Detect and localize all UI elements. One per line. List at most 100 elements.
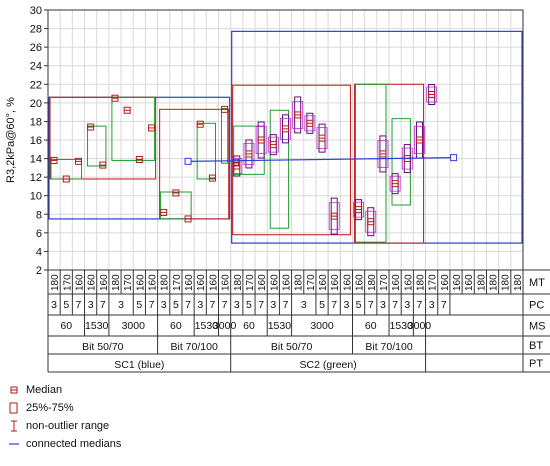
mt-label: 160 xyxy=(184,274,195,291)
y-tick-label: 10 xyxy=(30,191,42,203)
whisker-icon xyxy=(8,420,20,432)
iqr-box xyxy=(304,115,316,132)
category-label: 5 xyxy=(136,299,142,311)
category-label: 7 xyxy=(149,299,155,311)
mt-label: 160 xyxy=(74,274,85,291)
mt-label: 160 xyxy=(464,274,475,291)
category-label: SC1 (blue) xyxy=(114,359,164,371)
category-label: Bit 70/100 xyxy=(365,341,412,353)
category-label: 7 xyxy=(210,299,216,311)
category-label: 3 xyxy=(88,299,94,311)
mt-label: 160 xyxy=(318,274,329,291)
ms-box xyxy=(269,109,290,229)
legend-item-whisker: non-outlier range xyxy=(8,419,109,433)
category-label: 3000 xyxy=(310,320,334,332)
iqr-box xyxy=(231,158,243,174)
category-label: 3 xyxy=(197,299,203,311)
bitumen-box xyxy=(49,96,157,180)
category-label: 1530 xyxy=(268,320,292,332)
iqr-box xyxy=(255,126,267,154)
category-label: 3 xyxy=(404,299,410,311)
mt-label: 170 xyxy=(428,274,439,291)
mt-label: 170 xyxy=(245,274,256,291)
y-tick-label: 16 xyxy=(30,135,42,147)
mt-label: 160 xyxy=(208,274,219,291)
mt-label: 160 xyxy=(282,274,293,291)
legend-item-connected: connected medians xyxy=(8,437,121,451)
category-label: Bit 50/70 xyxy=(271,341,313,353)
category-label: 3000 xyxy=(122,320,146,332)
category-label: 60 xyxy=(170,320,182,332)
line-icon xyxy=(8,438,20,450)
category-label: 7 xyxy=(76,299,82,311)
mt-label: 160 xyxy=(355,274,366,291)
legend-item-box: 25%-75% xyxy=(8,401,74,415)
y-tick-label: 14 xyxy=(30,154,42,166)
mt-label: 180 xyxy=(160,274,171,291)
category-label: 3 xyxy=(234,299,240,311)
y-tick-label: 20 xyxy=(30,98,42,110)
row-label: MT xyxy=(529,277,545,289)
mt-label: 180 xyxy=(367,274,378,291)
category-label: 3 xyxy=(301,299,307,311)
category-label: 7 xyxy=(222,299,228,311)
category-label: Bit 50/70 xyxy=(82,341,124,353)
connected-median-point xyxy=(184,157,192,165)
mt-label: 160 xyxy=(148,274,159,291)
mt-label: 180 xyxy=(513,274,524,291)
ms-box xyxy=(221,107,229,164)
mt-label: 160 xyxy=(87,274,98,291)
legend-label: connected medians xyxy=(26,438,122,450)
mt-label: 160 xyxy=(342,274,353,291)
ms-box xyxy=(196,122,217,180)
legend-label: 25%-75% xyxy=(26,402,74,414)
mt-label: 180 xyxy=(233,274,244,291)
bitumen-box xyxy=(353,83,425,244)
mt-label: 160 xyxy=(99,274,110,291)
mt-label: 160 xyxy=(196,274,207,291)
row-label: BT xyxy=(529,340,543,352)
y-tick-label: 12 xyxy=(30,172,42,184)
mt-label: 160 xyxy=(403,274,414,291)
legend-label: Median xyxy=(26,384,63,396)
category-label: 3 xyxy=(343,299,349,311)
mt-label: 180 xyxy=(50,274,61,291)
row-label: MS xyxy=(529,321,546,333)
y-tick-label: 8 xyxy=(36,209,42,221)
mt-label: 180 xyxy=(294,274,305,291)
iqr-box xyxy=(353,201,364,218)
iqr-box xyxy=(316,127,328,150)
category-label: 3 xyxy=(51,299,57,311)
category-label: 1530 xyxy=(390,320,414,332)
box-icon xyxy=(8,402,20,414)
category-label: 7 xyxy=(283,299,289,311)
legend-item-median: Median xyxy=(8,383,62,397)
category-label: 5 xyxy=(319,299,325,311)
iqr-box xyxy=(267,136,279,153)
category-label: 3000 xyxy=(213,320,237,332)
y-tick-label: 2 xyxy=(36,265,42,277)
category-label: 1530 xyxy=(195,320,219,332)
category-label: SC2 (green) xyxy=(300,359,357,371)
y-tick-label: 22 xyxy=(30,79,42,91)
category-label: 60 xyxy=(243,320,255,332)
mt-label: 180 xyxy=(415,274,426,291)
category-label: 1530 xyxy=(85,320,109,332)
category-label: Bit 70/100 xyxy=(171,341,218,353)
category-label: 7 xyxy=(331,299,337,311)
mt-label: 170 xyxy=(62,274,73,291)
category-label: 5 xyxy=(173,299,179,311)
connected-medians-line xyxy=(188,157,454,162)
legend: Median 25%-75% non-outlier range connect… xyxy=(8,381,208,461)
mt-label: 160 xyxy=(221,274,232,291)
mt-label: 170 xyxy=(123,274,134,291)
mt-label: 160 xyxy=(452,274,463,291)
iqr-box xyxy=(365,210,377,233)
y-tick-label: 28 xyxy=(30,24,42,36)
row-label: PT xyxy=(529,358,543,370)
ms-box xyxy=(87,125,107,167)
mt-label: 170 xyxy=(379,274,390,291)
category-label: 5 xyxy=(356,299,362,311)
iqr-box xyxy=(243,143,255,165)
row-label: PC xyxy=(529,300,544,312)
